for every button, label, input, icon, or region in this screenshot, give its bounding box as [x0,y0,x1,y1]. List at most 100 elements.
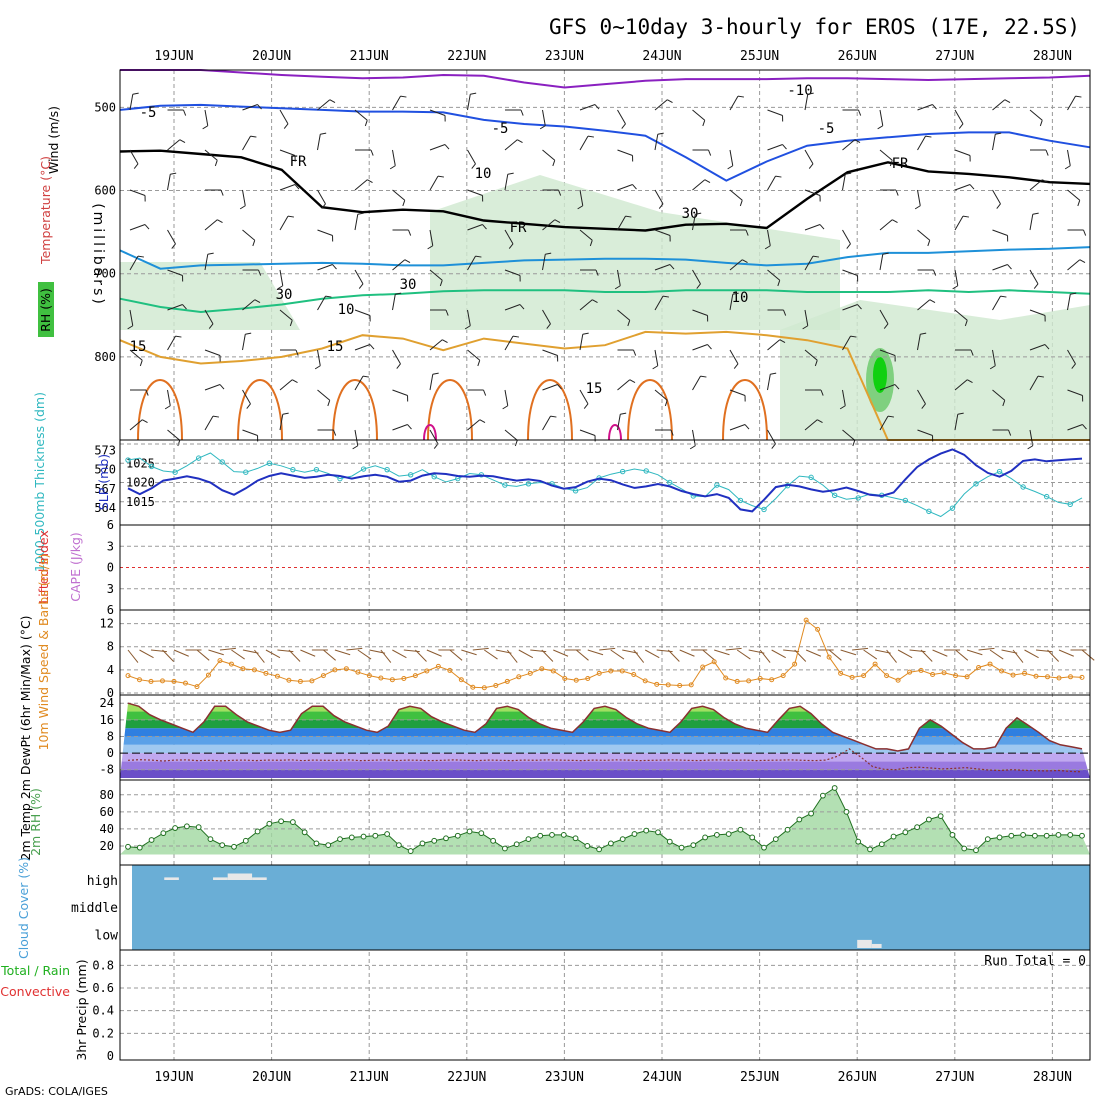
wind-speed-point [355,669,361,675]
wind-barb-10m [771,649,786,659]
x-tick-label-bottom: 28JUN [1033,1070,1072,1085]
contour-label: -5 [140,105,157,121]
wind-barb [429,229,434,246]
wind-barb-flag [364,120,368,127]
wind-barb-flag [927,240,931,247]
rh-point [313,840,320,847]
wind-barb-10m [702,649,716,661]
wind-barb [242,334,246,351]
wind-barb [1067,189,1081,201]
rh-point [454,832,461,839]
wind-barb [504,269,521,276]
rh-point [1043,832,1050,839]
wind-barb [917,104,933,111]
rh-shading [430,175,840,330]
chart-title: GFS 0~10day 3-hourly for EROS (17E, 22.5… [549,15,1080,39]
rh-point [1031,832,1038,839]
wind-barb [654,389,668,401]
wind-barb-flag [889,160,893,167]
wind-barb-flag [182,304,187,310]
rh-point [501,845,508,852]
wind-barb-flag [667,99,673,104]
y-axis-label-cloud: Cloud Cover (%) [16,857,31,959]
wind-barb-flag [445,309,449,316]
thickness-point [431,474,437,480]
wind-barb [242,189,246,206]
wind-barb-10m [346,647,363,651]
wind-barb [617,215,626,231]
thickness-point [855,495,861,501]
wind-barb-flag [352,445,359,450]
wind-barb-flag [220,189,224,196]
wind-speed-point [182,680,188,686]
rh-point [890,833,897,840]
wind-barb-flag [775,175,782,178]
y-axis-label-temp2m: 2m Temp 2m DewPt (6hr Min/Max) (°C) [18,615,33,860]
rh-point [242,837,249,844]
wind-speed-point [976,665,982,671]
wind-barb [204,254,209,271]
y-tick-label: 40 [100,822,114,836]
x-tick-label-top: 23JUN [545,49,584,64]
wind-barb-flag [171,243,176,249]
wind-barb-flag [932,104,937,110]
rh-point [443,835,449,842]
thickness-point [1043,493,1050,500]
y-tick-label: 0.4 [92,1004,114,1018]
wind-barb [242,135,251,151]
wind-barb [954,414,959,431]
run-total-label: Run Total = 0 [984,954,1086,969]
wind-barb-flag [132,92,139,95]
legend-temperature: Temperature (°C) [38,156,53,265]
wind-barb-flag [295,349,299,356]
wind-barb-flag [502,405,509,410]
wind-barb-flag [321,203,326,209]
rh-point [655,829,661,836]
wind-speed-point [999,668,1005,674]
wind-barb-flag [657,132,664,135]
wind-speed-point [516,674,522,680]
wind-barb-flag [217,219,223,224]
thickness-point [266,460,273,466]
x-tick-label-top: 26JUN [838,49,877,64]
wind-barb [467,349,481,361]
wind-barb [617,149,633,156]
wind-barb-10m [334,649,351,656]
legend-rh: RH (%) [38,288,53,332]
wind-barb [429,144,446,151]
wind-barb-10m [667,649,680,662]
wind-barb-10m [461,649,477,656]
wind-barb [954,109,964,125]
x-tick-label-bottom: 19JUN [154,1070,193,1085]
wind-barb [467,149,476,165]
y-tick-label: 3 [107,582,114,596]
wind-barb-flag [395,292,402,295]
wind-barb-flag [546,323,551,329]
wind-barb [167,429,181,441]
wind-speed-point [619,668,625,674]
wind-barb-flag [404,259,411,264]
wind-barb [279,414,284,431]
temp-band [120,711,1090,720]
wind-barb-10m [300,649,316,657]
rh-line [127,787,1083,852]
wind-barb [242,104,258,111]
wind-barb [242,229,256,241]
y-tick-label: 600 [94,184,116,198]
wind-barb-flag [550,415,557,418]
wind-barb-flag [964,320,968,327]
wind-barb-flag [662,295,670,298]
wind-barb [542,384,558,391]
wind-speed-point [665,682,671,688]
wind-barb [804,309,809,326]
wind-barb [429,339,443,351]
wind-barb-flag [819,224,825,230]
wind-barb-flag [670,429,674,436]
wind-barb [354,179,368,191]
wind-barb [204,219,218,231]
wind-barb [767,269,781,281]
wind-barb-flag [294,184,300,190]
y-tick-label: 0.2 [92,1026,114,1040]
wind-barb-flag [177,440,181,447]
x-tick-label-bottom: 21JUN [350,1070,389,1085]
